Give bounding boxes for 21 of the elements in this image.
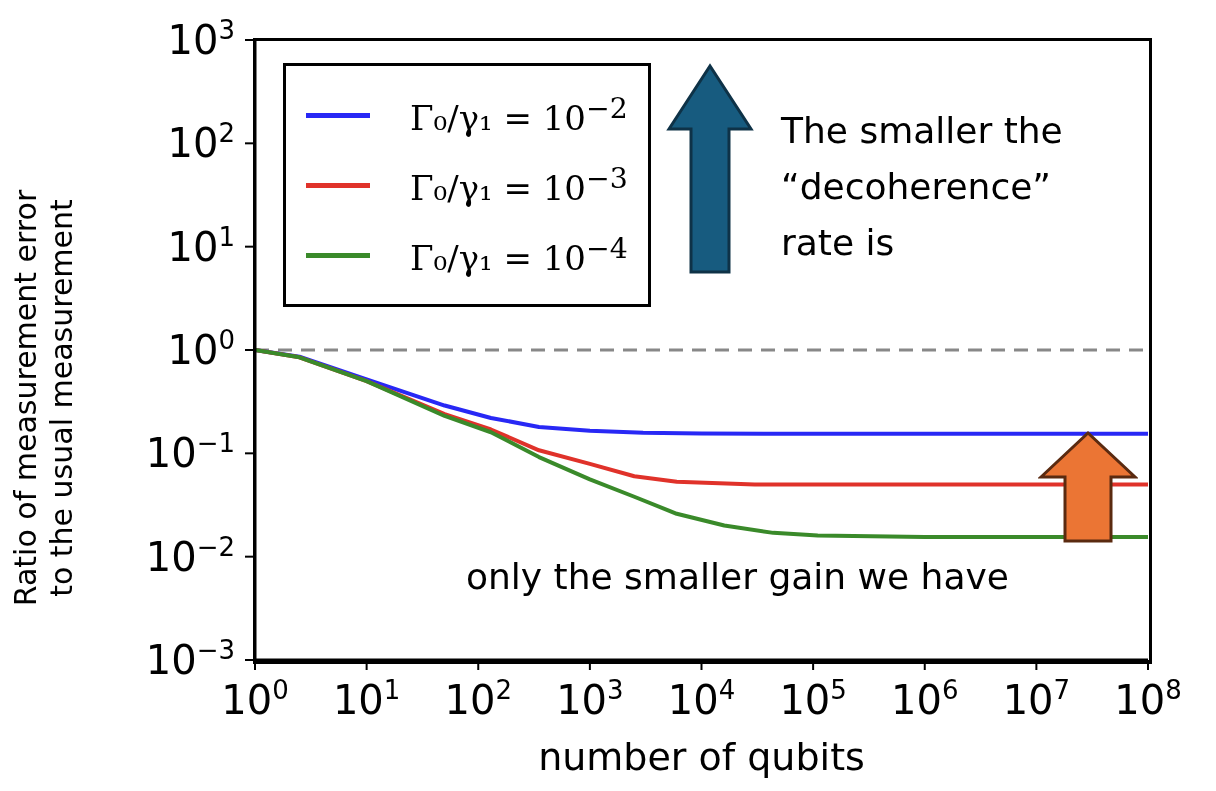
y-tick-label: 10$^{−2}$: [145, 531, 235, 580]
y-tick-label: 10$^{−1}$: [145, 428, 235, 477]
x-tick-label: 10$^{2}$: [444, 675, 512, 723]
x-axis-title: number of qubits: [538, 735, 865, 779]
x-tick-label: 10$^{7}$: [1002, 675, 1071, 723]
x-tick-label: 10$^{1}$: [332, 675, 401, 723]
y-axis-title: Ratio of measurement error to the usual measurement: [8, 189, 79, 607]
annotation: The smaller the “decoherence” rate is: [781, 109, 1063, 265]
y-tick-label: 10$^{3}$: [167, 15, 235, 63]
x-tick-label: 10$^{5}$: [779, 675, 847, 723]
y-tick-label: 10$^{1}$: [167, 221, 235, 270]
x-tick-label: 10$^{6}$: [891, 675, 959, 723]
legend-label: Γ₀/γ₁ = 10$^{−4}$: [410, 231, 628, 279]
x-tick-label: 10$^{4}$: [667, 675, 736, 723]
x-tick-label: 10$^{8}$: [1114, 675, 1182, 723]
x-tick-label: 10$^{3}$: [556, 675, 624, 723]
legend-label: Γ₀/γ₁ = 10$^{−2}$: [410, 91, 628, 139]
y-tick-label: 10$^{0}$: [167, 325, 235, 373]
legend-label: Γ₀/γ₁ = 10$^{−3}$: [410, 161, 628, 209]
y-tick-label: 10$^{2}$: [167, 118, 235, 167]
annotation: only the smaller gain we have: [466, 556, 1009, 597]
